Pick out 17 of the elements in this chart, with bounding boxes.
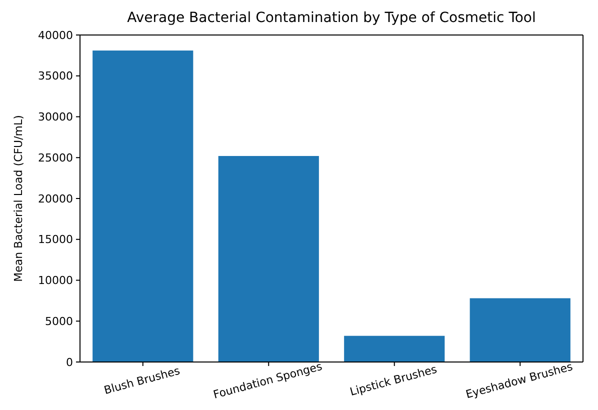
y-tick-label: 15000 — [38, 233, 73, 246]
y-tick-label: 20000 — [38, 192, 73, 206]
bar — [218, 156, 319, 362]
y-tick-label: 40000 — [38, 28, 73, 42]
y-tick-label: 0 — [66, 356, 73, 369]
bar — [92, 50, 194, 362]
y-tick-label: 30000 — [38, 110, 73, 124]
y-axis-title: Mean Bacterial Load (CFU/mL) — [12, 115, 25, 282]
y-tick-label: 5000 — [45, 314, 73, 328]
x-tick-label: Lipstick Brushes — [348, 362, 439, 398]
chart-title: Average Bacterial Contamination by Type of Cosmetic Tool — [127, 10, 536, 26]
bar — [344, 336, 445, 362]
y-tick-label: 35000 — [38, 70, 73, 83]
y-tick-label: 25000 — [38, 151, 73, 164]
y-tick-label: 10000 — [38, 274, 73, 288]
x-tick-label: Blush Brushes — [102, 364, 182, 397]
bar — [470, 298, 570, 362]
